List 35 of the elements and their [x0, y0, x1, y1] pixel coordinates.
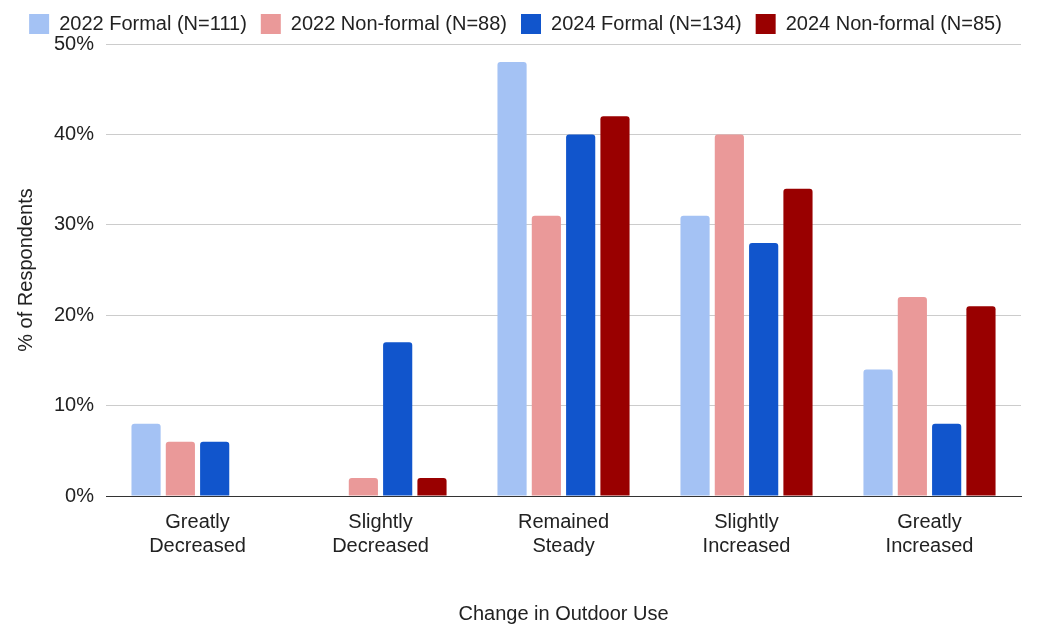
y-tick-label: 50%: [54, 31, 95, 54]
y-tick-label: 40%: [54, 121, 95, 144]
bar: [131, 423, 161, 496]
bar: [600, 116, 630, 496]
bar: [714, 134, 744, 496]
bar: [531, 215, 561, 496]
x-tick-label: Remained Steady: [517, 509, 610, 556]
bar: [749, 242, 779, 496]
x-tick-label: Slightly Increased: [702, 509, 791, 556]
x-tick-label: Greatly Increased: [885, 509, 974, 556]
y-tick-label: 0%: [65, 483, 95, 506]
legend-label: 2022 Non-formal (N=88): [290, 11, 508, 34]
y-tick-label: 20%: [54, 302, 95, 325]
bar: [417, 477, 447, 496]
bar: [966, 306, 996, 496]
bar: [863, 369, 893, 496]
y-axis-title: % of Respondents: [13, 188, 36, 352]
bar: [348, 477, 378, 496]
legend-label: 2024 Non-formal (N=85): [785, 11, 1002, 34]
bar: [680, 215, 710, 496]
x-axis-title: Change in Outdoor Use: [458, 601, 669, 624]
x-tick-label: Slightly Decreased: [332, 509, 429, 556]
bar: [497, 62, 527, 496]
bar: [783, 188, 813, 496]
legend-label: 2022 Formal (N=111): [59, 11, 247, 34]
bar: [383, 342, 413, 496]
y-tick-label: 10%: [54, 393, 95, 416]
bar: [897, 297, 927, 496]
y-tick-label: 30%: [54, 212, 95, 235]
legend-label: 2024 Formal (N=134): [551, 11, 742, 34]
x-tick-label: Greatly Decreased: [149, 509, 246, 556]
bar: [200, 441, 230, 496]
bar: [165, 441, 195, 496]
bar: [932, 423, 962, 496]
bar: [566, 134, 596, 496]
